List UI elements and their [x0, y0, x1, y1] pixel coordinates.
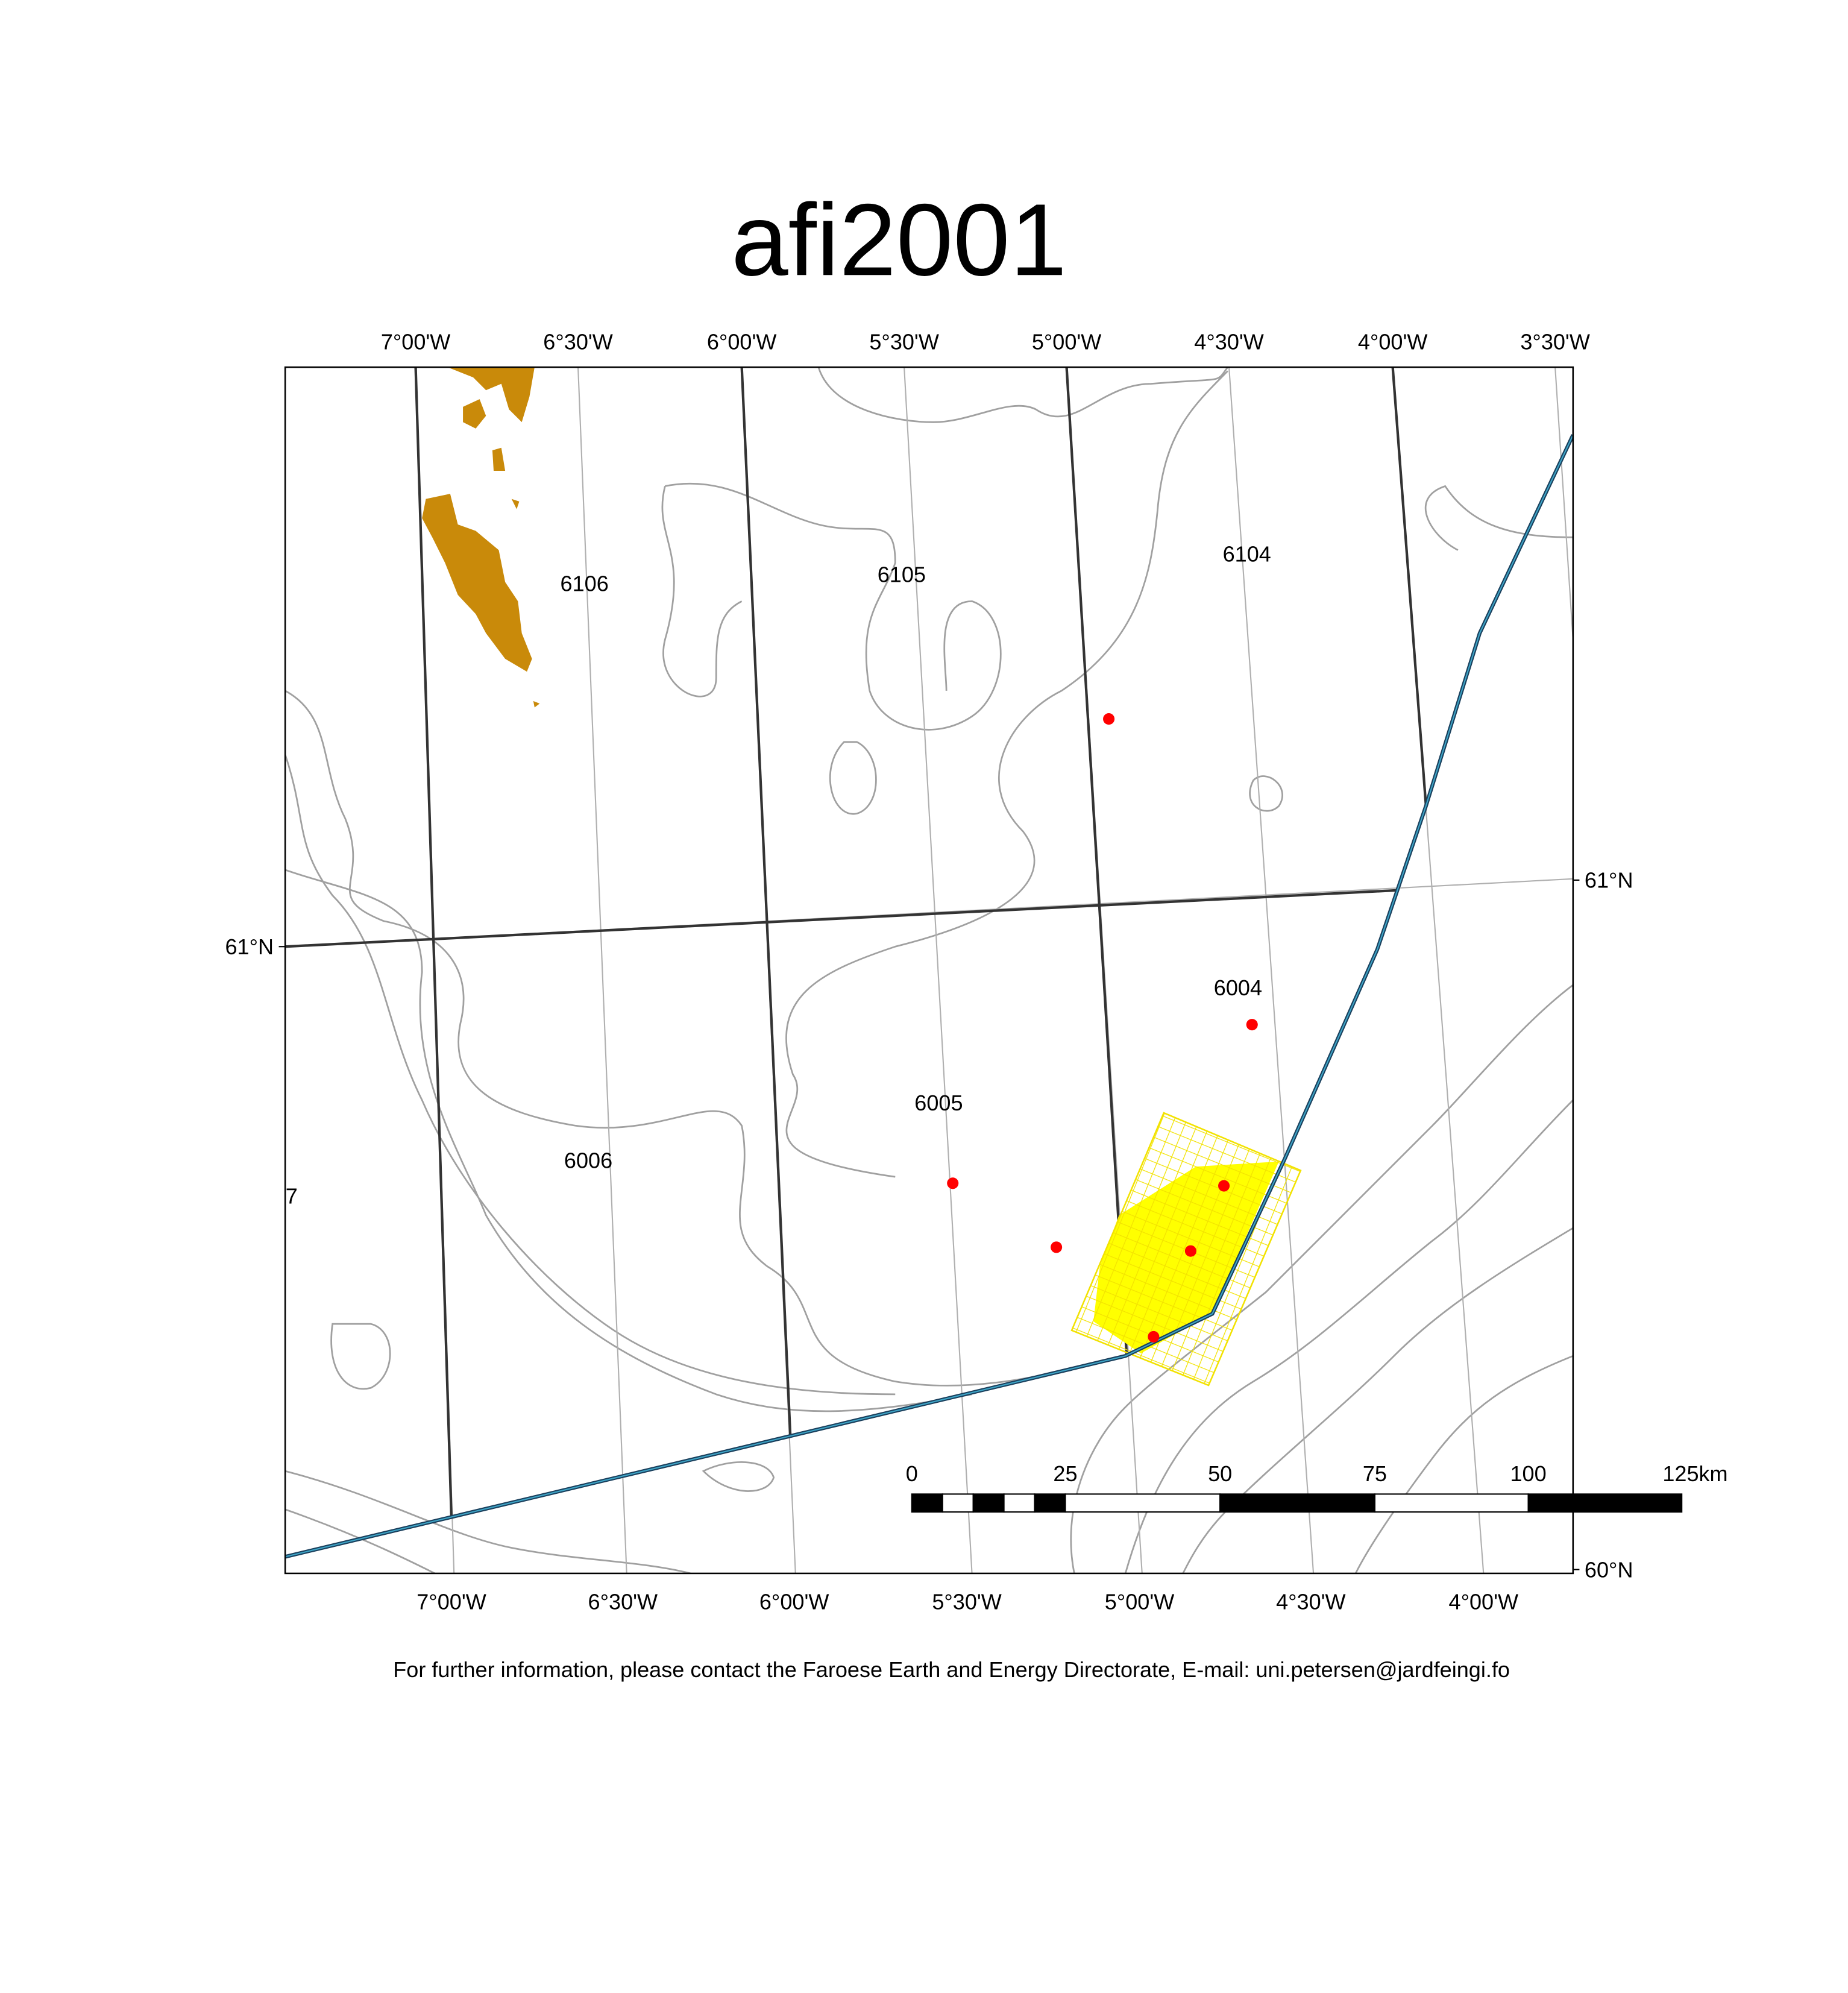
- block-label: 6006: [564, 1148, 612, 1173]
- scale-label: 125km: [1662, 1461, 1727, 1486]
- top-lon-label: 3°30'W: [1520, 329, 1590, 354]
- top-lon-label: 4°30'W: [1194, 329, 1264, 354]
- median-line-inner: [285, 435, 1573, 1558]
- block-label: 6005: [914, 1091, 963, 1115]
- land: [422, 367, 540, 708]
- bottom-lon-label: 6°30'W: [588, 1589, 658, 1614]
- lat-label: 61°N: [1585, 868, 1633, 893]
- lat-label: 60°N: [1585, 1557, 1633, 1582]
- top-lon-label: 5°30'W: [869, 329, 939, 354]
- block-label: 6106: [561, 571, 609, 596]
- block-label: 6104: [1223, 542, 1271, 567]
- lat-label: 61°N: [225, 934, 274, 959]
- map-body: [285, 367, 1573, 1573]
- scale-label: 100: [1510, 1461, 1546, 1486]
- block-label: 7: [286, 1184, 298, 1209]
- top-lon-label: 4°00'W: [1358, 329, 1428, 354]
- scale-segment: [1374, 1493, 1529, 1513]
- scale-bar: 0 25 50 75 100 125km: [906, 1461, 1728, 1513]
- scale-label: 50: [1208, 1461, 1232, 1486]
- scale-label: 25: [1053, 1461, 1077, 1486]
- footer: For further information, please contact …: [393, 1657, 1510, 1682]
- scale-segment: [1003, 1493, 1036, 1513]
- bottom-lon-label: 7°00'W: [416, 1589, 486, 1614]
- scale-segment: [1034, 1493, 1066, 1513]
- bottom-lon-label: 6°00'W: [759, 1589, 829, 1614]
- scale-segment: [972, 1493, 1005, 1513]
- top-lon-label: 5°00'W: [1032, 329, 1102, 354]
- scale-segment: [1527, 1493, 1683, 1513]
- bottom-lon-label: 5°30'W: [932, 1589, 1002, 1614]
- bottom-lon-label: 4°00'W: [1449, 1589, 1519, 1614]
- scale-label: 75: [1363, 1461, 1387, 1486]
- bottom-lon-label: 5°00'W: [1105, 1589, 1175, 1614]
- scale-label: 0: [906, 1461, 918, 1486]
- wells: [947, 713, 1258, 1343]
- block-label: 6105: [878, 562, 926, 587]
- scale-segment: [911, 1493, 943, 1513]
- scale-segment: [941, 1493, 974, 1513]
- block-label: 6004: [1214, 975, 1262, 1000]
- contours: [285, 367, 1573, 1573]
- title: afi2001: [731, 182, 1067, 297]
- map-frame: [284, 366, 1574, 1575]
- scale-segment: [1219, 1493, 1375, 1513]
- block-lines: [285, 367, 1427, 1519]
- top-lon-label: 6°30'W: [543, 329, 613, 354]
- top-lon-label: 6°00'W: [707, 329, 777, 354]
- bottom-lon-label: 4°30'W: [1276, 1589, 1346, 1614]
- top-lon-label: 7°00'W: [381, 329, 451, 354]
- scale-segment: [1064, 1493, 1221, 1513]
